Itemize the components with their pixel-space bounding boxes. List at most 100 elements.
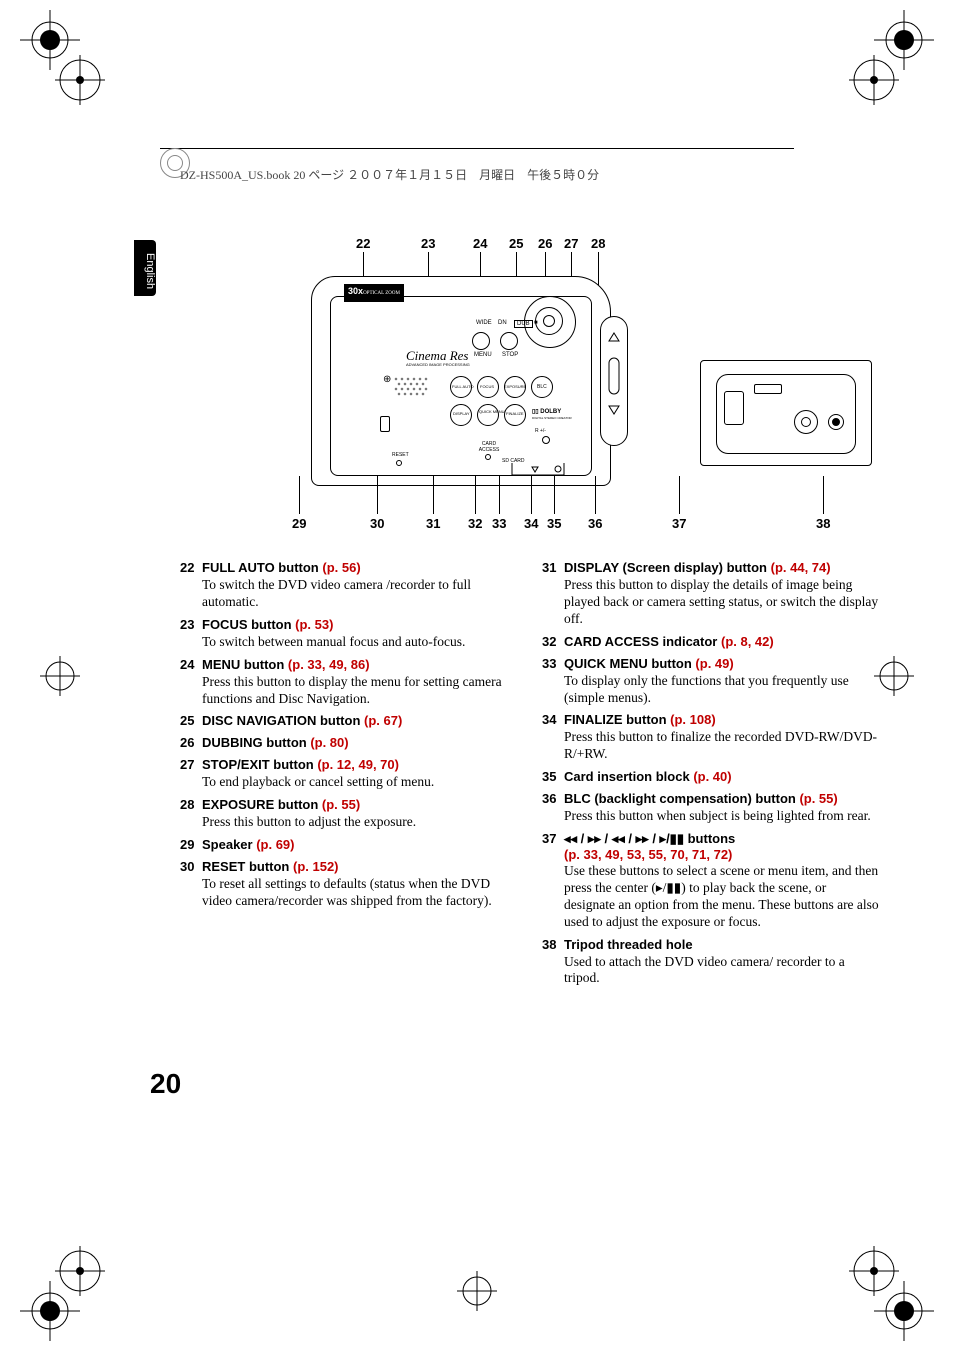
callout-26: 26 xyxy=(538,236,552,251)
item-desc: To switch between manual focus and auto-… xyxy=(202,634,518,651)
item-30: 30RESET button (p. 152)To reset all sett… xyxy=(180,859,518,910)
lens-ring xyxy=(524,296,576,348)
leader-30 xyxy=(377,476,378,514)
item-title: FINALIZE button xyxy=(564,712,670,727)
target-bl xyxy=(55,1246,105,1296)
item-body: DISC NAVIGATION button (p. 67) xyxy=(202,713,518,729)
item-body: DISPLAY (Screen display) button (p. 44, … xyxy=(564,560,880,628)
item-title-suffix: buttons xyxy=(688,831,736,846)
item-32: 32CARD ACCESS indicator (p. 8, 42) xyxy=(542,634,880,650)
item-title: FOCUS button xyxy=(202,617,295,632)
item-body: ◂◂ / ▸▸ / ◂◂ / ▸▸ / ▸/▮▮ buttons(p. 33, … xyxy=(564,831,880,931)
item-ref: (p. 55) xyxy=(322,797,360,812)
item-desc: Press this button to adjust the exposure… xyxy=(202,814,518,831)
language-tab: English xyxy=(134,240,156,296)
exposure-label: EXPOSURE xyxy=(504,384,526,389)
nav-down-icon xyxy=(607,404,621,418)
callout-35: 35 xyxy=(547,516,561,531)
item-body: DUBBING button (p. 80) xyxy=(202,735,518,751)
blc-label: BLC xyxy=(537,384,547,390)
leader-33 xyxy=(499,476,500,514)
item-title: Speaker xyxy=(202,837,256,852)
item-body: QUICK MENU button (p. 49)To display only… xyxy=(564,656,880,707)
callout-23: 23 xyxy=(421,236,435,251)
slot-top xyxy=(754,384,782,394)
callout-31: 31 xyxy=(426,516,440,531)
stop-label: STOP xyxy=(502,352,518,358)
item-num: 26 xyxy=(180,735,202,751)
callout-22: 22 xyxy=(356,236,370,251)
item-body: STOP/EXIT button (p. 12, 49, 70)To end p… xyxy=(202,757,518,791)
leader-34 xyxy=(531,476,532,514)
item-title: Tripod threaded hole xyxy=(564,937,693,952)
item-body: BLC (backlight compensation) button (p. … xyxy=(564,791,880,825)
item-body: MENU button (p. 33, 49, 86)Press this bu… xyxy=(202,657,518,708)
quick-menu-label: QUICK MENU xyxy=(479,409,505,414)
item-ref: (p. 108) xyxy=(670,712,716,727)
item-body: Tripod threaded hole Used to attach the D… xyxy=(564,937,880,988)
dolby-sub-label: DIGITAL STEREO CREATOR xyxy=(532,416,572,420)
item-body: CARD ACCESS indicator (p. 8, 42) xyxy=(564,634,880,650)
card-door-icon xyxy=(510,461,566,477)
callout-36: 36 xyxy=(588,516,602,531)
item-desc: To switch the DVD video camera /recorder… xyxy=(202,577,518,611)
item-desc: Press this button to display the details… xyxy=(564,577,880,628)
leader-31 xyxy=(433,476,434,514)
item-title: EXPOSURE button xyxy=(202,797,322,812)
item-ref: (p. 8, 42) xyxy=(721,634,774,649)
display-label: DISPLAY xyxy=(453,411,470,416)
reset-label: RESET xyxy=(392,452,409,458)
leader-35 xyxy=(554,476,555,514)
item-title: DISC NAVIGATION button xyxy=(202,713,364,728)
page: DZ-HS500A_US.book 20 ページ ２００７年１月１５日 月曜日 … xyxy=(70,140,884,1170)
slot-icon xyxy=(380,416,390,432)
item-26: 26DUBBING button (p. 80) xyxy=(180,735,518,751)
dn-label: DN xyxy=(498,320,507,326)
card-access-led xyxy=(485,454,491,460)
callout-28: 28 xyxy=(591,236,605,251)
item-desc: To display only the functions that you f… xyxy=(564,673,880,707)
item-title: DISPLAY (Screen display) button xyxy=(564,560,771,575)
nav-up-icon xyxy=(607,331,621,345)
focus-label: FOCUS xyxy=(480,384,494,389)
item-ref: (p. 69) xyxy=(256,837,294,852)
item-desc: Press this button to display the menu fo… xyxy=(202,674,518,708)
callout-34: 34 xyxy=(524,516,538,531)
item-25: 25DISC NAVIGATION button (p. 67) xyxy=(180,713,518,729)
callout-37: 37 xyxy=(672,516,686,531)
stop-btn xyxy=(500,332,518,350)
item-num: 37 xyxy=(542,831,564,931)
leader-36 xyxy=(595,476,596,514)
callout-29: 29 xyxy=(292,516,306,531)
parts-diagram: 22232425262728 30xOPTICAL ZOOM 500X DIGI… xyxy=(180,236,880,546)
item-27: 27STOP/EXIT button (p. 12, 49, 70)To end… xyxy=(180,757,518,791)
item-ref: (p. 44, 74) xyxy=(771,560,831,575)
item-num: 28 xyxy=(180,797,202,831)
item-37: 37◂◂ / ▸▸ / ◂◂ / ▸▸ / ▸/▮▮ buttons(p. 33… xyxy=(542,831,880,931)
item-ref: (p. 80) xyxy=(310,735,348,750)
item-ref: (p. 49) xyxy=(695,656,733,671)
item-body: RESET button (p. 152)To reset all settin… xyxy=(202,859,518,910)
item-desc: To reset all settings to defaults (statu… xyxy=(202,876,518,910)
item-ref: (p. 12, 49, 70) xyxy=(317,757,399,772)
finalize-label: FINALIZE xyxy=(506,411,524,416)
item-title: FULL AUTO button xyxy=(202,560,322,575)
cinema-sub-label: ADVANCED IMAGE PROCESSING xyxy=(406,362,470,367)
item-ref: (p. 40) xyxy=(693,769,731,784)
item-desc: Use these buttons to select a scene or m… xyxy=(564,863,880,931)
item-title: Card insertion block xyxy=(564,769,693,784)
leader-32 xyxy=(475,476,476,514)
item-title: RESET button xyxy=(202,859,293,874)
item-desc: Used to attach the DVD video camera/ rec… xyxy=(564,954,880,988)
item-num: 22 xyxy=(180,560,202,611)
item-desc: Press this button to finalize the record… xyxy=(564,729,880,763)
full-auto-label: FULL AUTO xyxy=(452,384,474,389)
item-35: 35Card insertion block (p. 40) xyxy=(542,769,880,785)
reset-hole xyxy=(396,460,402,466)
plus-minus-label: R +/- xyxy=(535,428,546,434)
item-num: 29 xyxy=(180,837,202,853)
dolby-label: ▯▯ DOLBY xyxy=(532,408,561,415)
item-title: DUBBING button xyxy=(202,735,310,750)
item-body: FULL AUTO button (p. 56)To switch the DV… xyxy=(202,560,518,611)
item-36: 36BLC (backlight compensation) button (p… xyxy=(542,791,880,825)
